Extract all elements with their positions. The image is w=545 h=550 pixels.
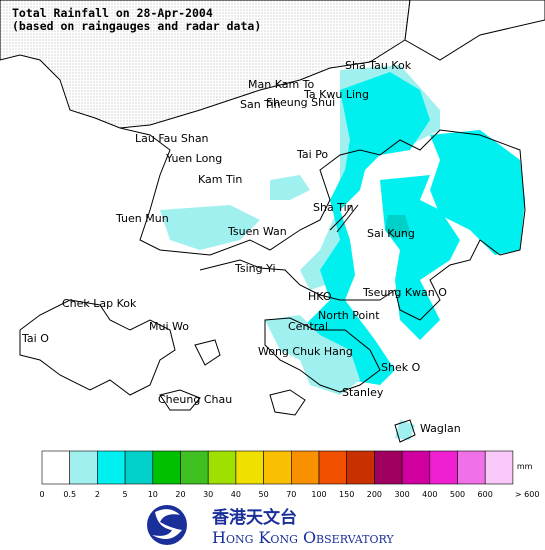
place-label: Chek Lap Kok: [62, 297, 137, 310]
legend-label: 5: [123, 490, 128, 499]
place-label: Tseung Kwan O: [362, 286, 447, 299]
legend-label: 300: [394, 490, 409, 499]
legend-swatch: [429, 450, 458, 485]
coastline-nt: [119, 127, 526, 321]
place-label: Man Kam To: [248, 78, 315, 91]
place-label: Cheung Chau: [158, 393, 232, 406]
legend-unit: mm: [517, 462, 533, 471]
mainland: [0, 0, 411, 129]
place-label: Sha Tau Kok: [345, 59, 412, 72]
legend-swatch: [401, 450, 431, 485]
legend-swatch: [69, 450, 98, 485]
place-label: Sheung Shui: [266, 96, 335, 109]
mainland-east: [404, 0, 545, 61]
legend-label: 30: [203, 490, 213, 499]
legend-label: 100: [311, 490, 326, 499]
legend-label: 20: [175, 490, 185, 499]
legend-label: 40: [231, 490, 241, 499]
legend-swatch: [374, 450, 403, 485]
legend-swatch: [152, 450, 181, 485]
logo-english: Hong Kong Observatory: [212, 528, 394, 547]
legend-label: 70: [286, 490, 296, 499]
place-label: Lau Fau Shan: [135, 132, 209, 145]
legend-swatch: [346, 450, 375, 485]
legend-swatch: [41, 450, 71, 485]
legend-label: 500: [450, 490, 465, 499]
legend: 0 0.5 2 5 10 20 30 40 50 70 100 150 200 300 400 500 600 >…: [39, 450, 540, 499]
title: Total Rainfall on 28-Apr-2004: [12, 6, 213, 20]
legend-label: 10: [148, 490, 158, 499]
rain-area-heavy: [385, 215, 410, 240]
legend-label: 600: [478, 490, 493, 499]
legend-label: 400: [422, 490, 437, 499]
legend-swatch: [318, 450, 348, 485]
legend-label: 50: [259, 490, 269, 499]
place-label: Shek O: [381, 361, 421, 374]
place-label: Waglan: [420, 422, 461, 435]
place-label: Central: [288, 320, 328, 333]
place-label: Tsing Yi: [234, 262, 276, 275]
rain-area-tsuen-wan: [270, 175, 310, 200]
river: [329, 204, 353, 231]
place-label: Kam Tin: [198, 173, 242, 186]
place-label: Tai O: [21, 332, 49, 345]
coastline-waglan: [394, 419, 416, 443]
legend-swatch: [457, 450, 486, 485]
legend-label: > 600: [515, 490, 540, 499]
rain-area-waglan: [395, 420, 415, 440]
rain-area-island: [265, 315, 360, 395]
place-label: Sha Tin: [313, 201, 354, 214]
legend-label: 0: [39, 490, 44, 499]
place-label: Wong Chuk Hang: [258, 345, 353, 358]
legend-swatch: [97, 450, 126, 485]
place-label: HKO: [308, 290, 332, 303]
place-label: Tsuen Wan: [227, 225, 287, 238]
place-label: Mui Wo: [149, 320, 189, 333]
coastline-lamma: [269, 389, 306, 416]
place-label: Yuen Long: [165, 152, 222, 165]
rain-area-east: [430, 130, 525, 255]
legend-swatch: [180, 450, 209, 485]
coastline-lantau: [19, 299, 176, 396]
subtitle: (based on raingauges and radar data): [12, 19, 261, 33]
legend-label: 200: [367, 490, 382, 499]
place-label: San Tin: [240, 98, 281, 111]
coastline-islet: [194, 339, 221, 366]
legend-swatch: [484, 450, 514, 485]
legend-label: 0.5: [63, 490, 76, 499]
legend-swatch: [207, 450, 237, 485]
coastline-cheung-chau: [159, 389, 201, 411]
legend-label: 150: [339, 490, 354, 499]
legend-swatch: [290, 450, 320, 485]
place-label: North Point: [318, 309, 380, 322]
logo: [147, 505, 187, 545]
place-label: Sai Kung: [367, 227, 415, 240]
coastline-hk-island: [264, 317, 381, 393]
rain-area-tuen-mun: [160, 205, 260, 250]
rain-area: [305, 72, 430, 385]
legend-swatch: [235, 450, 264, 485]
legend-swatch: [124, 450, 154, 485]
place-label: Tai Po: [296, 148, 328, 161]
place-label: Stanley: [342, 386, 384, 399]
road: [336, 204, 359, 233]
place-label: Ta Kwu Ling: [303, 88, 369, 101]
legend-label: 2: [95, 490, 100, 499]
legend-swatch: [263, 450, 292, 485]
place-label: Tuen Mun: [115, 212, 169, 225]
logo-chinese: 香港天文台: [212, 507, 297, 528]
